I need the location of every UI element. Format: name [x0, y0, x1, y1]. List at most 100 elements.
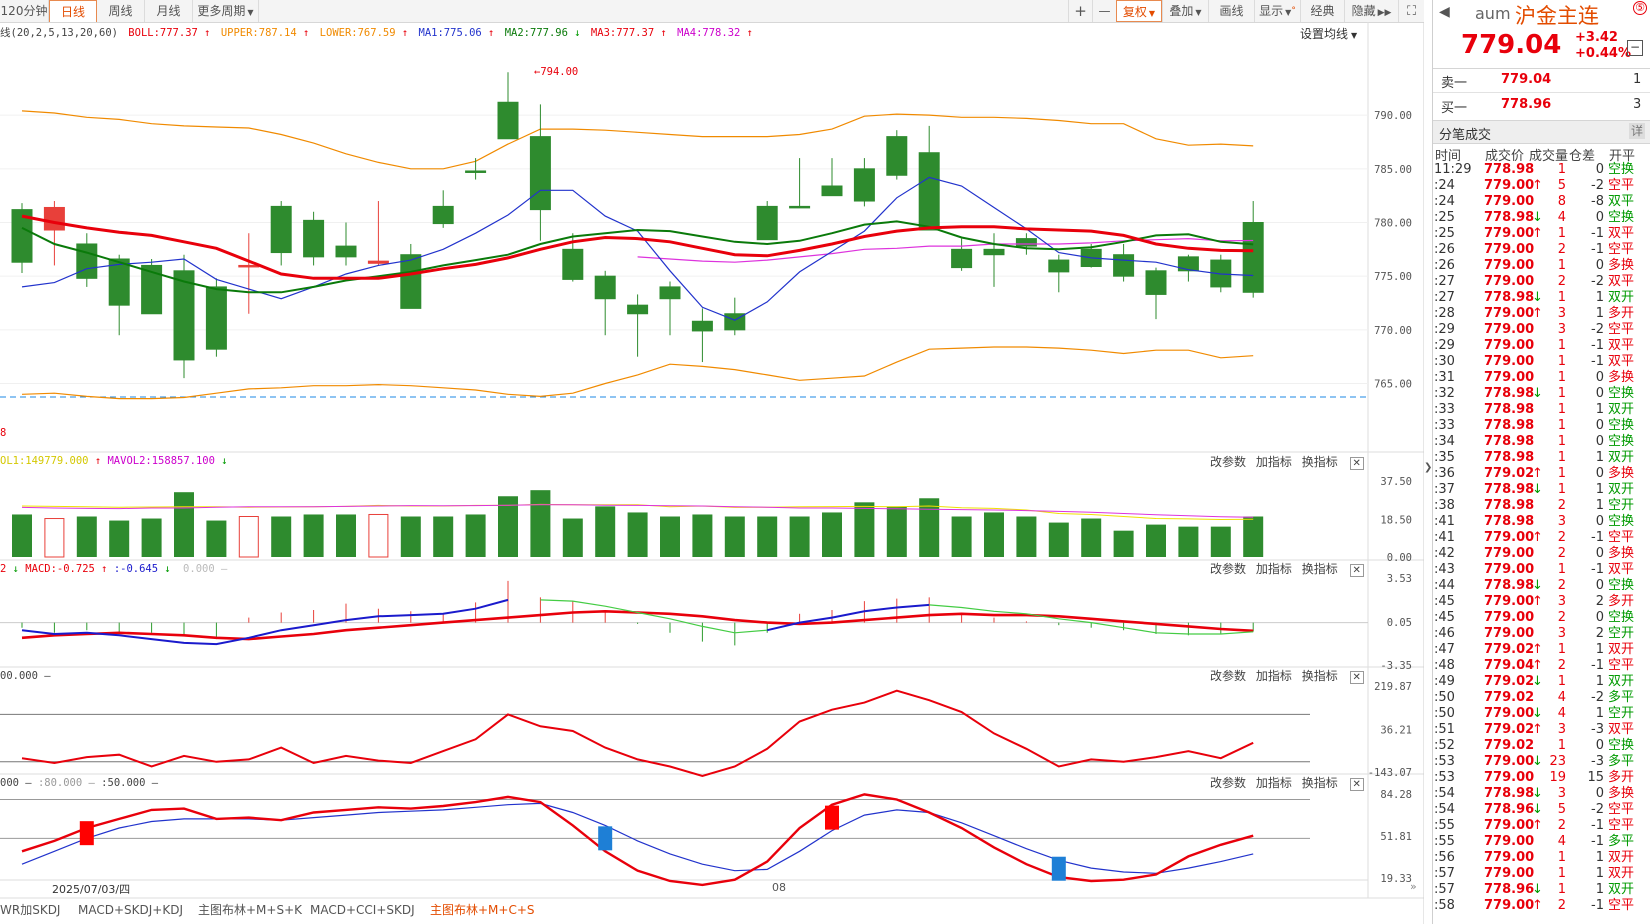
- tick-time: :31: [1434, 370, 1455, 385]
- tick-time: 11:29: [1434, 162, 1472, 177]
- add-indicator-button[interactable]: 加指标: [1255, 669, 1292, 683]
- tick-row: :29 779.00 3 -2 空平: [1432, 322, 1650, 338]
- tick-type: 空换: [1608, 514, 1635, 529]
- tick-type: 空平: [1608, 242, 1635, 257]
- volume-bar-down: [400, 516, 421, 557]
- template-tab-boll-m-s-k[interactable]: 主图布林+M+S+K: [198, 903, 303, 917]
- zoom-out-button[interactable]: —: [1092, 0, 1116, 22]
- ticks-detail-button[interactable]: 详: [1629, 123, 1645, 139]
- tick-type: 空换: [1608, 386, 1635, 401]
- tick-oi-change: -1: [1591, 338, 1604, 353]
- tab-more-periods[interactable]: 更多周期 ▼: [193, 0, 259, 22]
- add-indicator-button[interactable]: 加指标: [1255, 562, 1292, 576]
- tick-time: :28: [1434, 306, 1455, 321]
- tick-price: 778.98: [1484, 450, 1535, 465]
- tick-price: 779.02: [1484, 466, 1535, 481]
- switch-indicator-button[interactable]: 换指标: [1301, 455, 1338, 469]
- tick-volume: 4: [1557, 834, 1566, 849]
- tick-row: :25 778.98 ↓ 4 0 空换: [1432, 210, 1650, 226]
- kdj-tick-label: 84.28: [1380, 789, 1412, 801]
- tick-price: 778.98: [1484, 786, 1535, 801]
- settings-dot-icon: °: [1291, 6, 1296, 16]
- arrow-down-icon: ↓: [1532, 578, 1543, 593]
- kdj-golden-cross-marker: [825, 805, 839, 830]
- volume-legend: OL1:149779.000 ↑ MAVOL2:158857.100 ↓: [0, 455, 228, 467]
- ma-settings-button[interactable]: 设置均线 ▼: [1300, 25, 1357, 42]
- add-indicator-button[interactable]: 加指标: [1255, 455, 1292, 469]
- template-tab-macd-skdj-kdj[interactable]: MACD+SKDJ+KDJ: [78, 903, 183, 917]
- dash-icon: –: [145, 777, 159, 789]
- cci-tick-label: -143.07: [1368, 767, 1412, 779]
- arrow-up-icon: ↑: [88, 455, 108, 467]
- add-indicator-button[interactable]: 加指标: [1255, 776, 1292, 790]
- template-tab-wr-skdj[interactable]: WR加SKDJ: [0, 903, 61, 917]
- switch-indicator-button[interactable]: 换指标: [1301, 562, 1338, 576]
- tick-price: 779.00: [1484, 594, 1535, 609]
- tick-time: :24: [1434, 194, 1455, 209]
- adjust-button[interactable]: 复权 ▼: [1116, 0, 1162, 22]
- tick-volume: 1: [1557, 866, 1566, 881]
- edit-params-button[interactable]: 改参数: [1210, 455, 1247, 469]
- tick-volume: 2: [1557, 658, 1566, 673]
- tab-monthly[interactable]: 月线: [145, 0, 193, 22]
- indicator-legend: 线(20,2,5,13,20,60) BOLL:777.37 ↑ UPPER:7…: [0, 24, 753, 42]
- tick-time: :33: [1434, 402, 1455, 417]
- tick-price: 779.00: [1484, 562, 1535, 577]
- tick-oi-change: 0: [1595, 210, 1604, 225]
- tick-volume: 1: [1557, 386, 1566, 401]
- close-icon[interactable]: ✕: [1349, 564, 1364, 577]
- tick-time: :48: [1434, 658, 1455, 673]
- close-icon[interactable]: ✕: [1349, 778, 1364, 791]
- tick-time: :38: [1434, 498, 1455, 513]
- edit-params-button[interactable]: 改参数: [1210, 562, 1247, 576]
- tick-oi-change: 0: [1595, 738, 1604, 753]
- fullscreen-button[interactable]: ⛶: [1398, 0, 1424, 22]
- display-button[interactable]: 显示 ▼°: [1254, 0, 1300, 22]
- legend-ma2: MA2:777.96: [504, 27, 568, 39]
- volume-tick-label: 0.00: [1387, 552, 1412, 564]
- arrow-up-icon: ↑: [1532, 226, 1543, 241]
- hide-button[interactable]: 隐藏 ▶▶: [1344, 0, 1398, 22]
- tab-weekly[interactable]: 周线: [97, 0, 145, 22]
- tick-type: 双开: [1608, 866, 1635, 881]
- prev-contract-icon[interactable]: ◀: [1439, 4, 1450, 20]
- tick-row: :44 778.98 ↓ 2 0 空换: [1432, 578, 1650, 594]
- tick-oi-change: -1: [1591, 354, 1604, 369]
- info-badge-icon[interactable]: ⑤: [1633, 1, 1647, 15]
- draw-line-button[interactable]: 画线: [1208, 0, 1254, 22]
- tab-daily[interactable]: 日线: [49, 0, 97, 22]
- tick-oi-change: 1: [1595, 706, 1604, 721]
- volume-bar-down: [919, 498, 940, 557]
- close-icon[interactable]: ✕: [1349, 671, 1364, 684]
- quote-sidebar: ◀ aum 沪金主连 ⑤ 779.04 +3.42 +0.44% − 卖一 77…: [1432, 0, 1650, 924]
- ma4-line: [637, 237, 1254, 263]
- panel-collapse-icon[interactable]: ❯: [1424, 462, 1433, 473]
- scroll-right-icon[interactable]: »: [1410, 880, 1417, 893]
- tick-row: :45 779.00 ↑ 3 2 多开: [1432, 594, 1650, 610]
- switch-indicator-button[interactable]: 换指标: [1301, 776, 1338, 790]
- ticks-column-headers: 时间 成交价 成交量 仓差 开平: [1433, 145, 1650, 164]
- template-tab-boll-m-c-s[interactable]: 主图布林+M+C+S: [430, 903, 535, 917]
- collapse-box-icon[interactable]: −: [1627, 40, 1643, 56]
- switch-indicator-button[interactable]: 换指标: [1301, 669, 1338, 683]
- tab-120min[interactable]: 120分钟: [0, 0, 49, 22]
- arrow-up-icon: ↑: [395, 27, 409, 39]
- volume-bar-down: [1178, 526, 1199, 557]
- zoom-in-button[interactable]: +: [1068, 0, 1092, 22]
- tick-price: 778.98: [1484, 162, 1535, 177]
- template-tab-macd-cci-skdj[interactable]: MACD+CCI+SKDJ: [310, 903, 415, 917]
- edit-params-button[interactable]: 改参数: [1210, 776, 1247, 790]
- edit-params-button[interactable]: 改参数: [1210, 669, 1247, 683]
- classic-button[interactable]: 经典: [1300, 0, 1344, 22]
- tick-row: :45 779.00 2 0 空换: [1432, 610, 1650, 626]
- tick-type: 空平: [1608, 802, 1635, 817]
- tick-price: 778.98: [1484, 418, 1535, 433]
- tick-type: 空换: [1608, 210, 1635, 225]
- tick-oi-change: -1: [1591, 530, 1604, 545]
- overlay-button[interactable]: 叠加 ▼: [1162, 0, 1208, 22]
- tick-oi-change: 1: [1595, 882, 1604, 897]
- close-icon[interactable]: ✕: [1349, 457, 1364, 470]
- volume-bar-down: [76, 516, 97, 557]
- tick-oi-change: 1: [1595, 306, 1604, 321]
- tick-volume: 2: [1557, 242, 1566, 257]
